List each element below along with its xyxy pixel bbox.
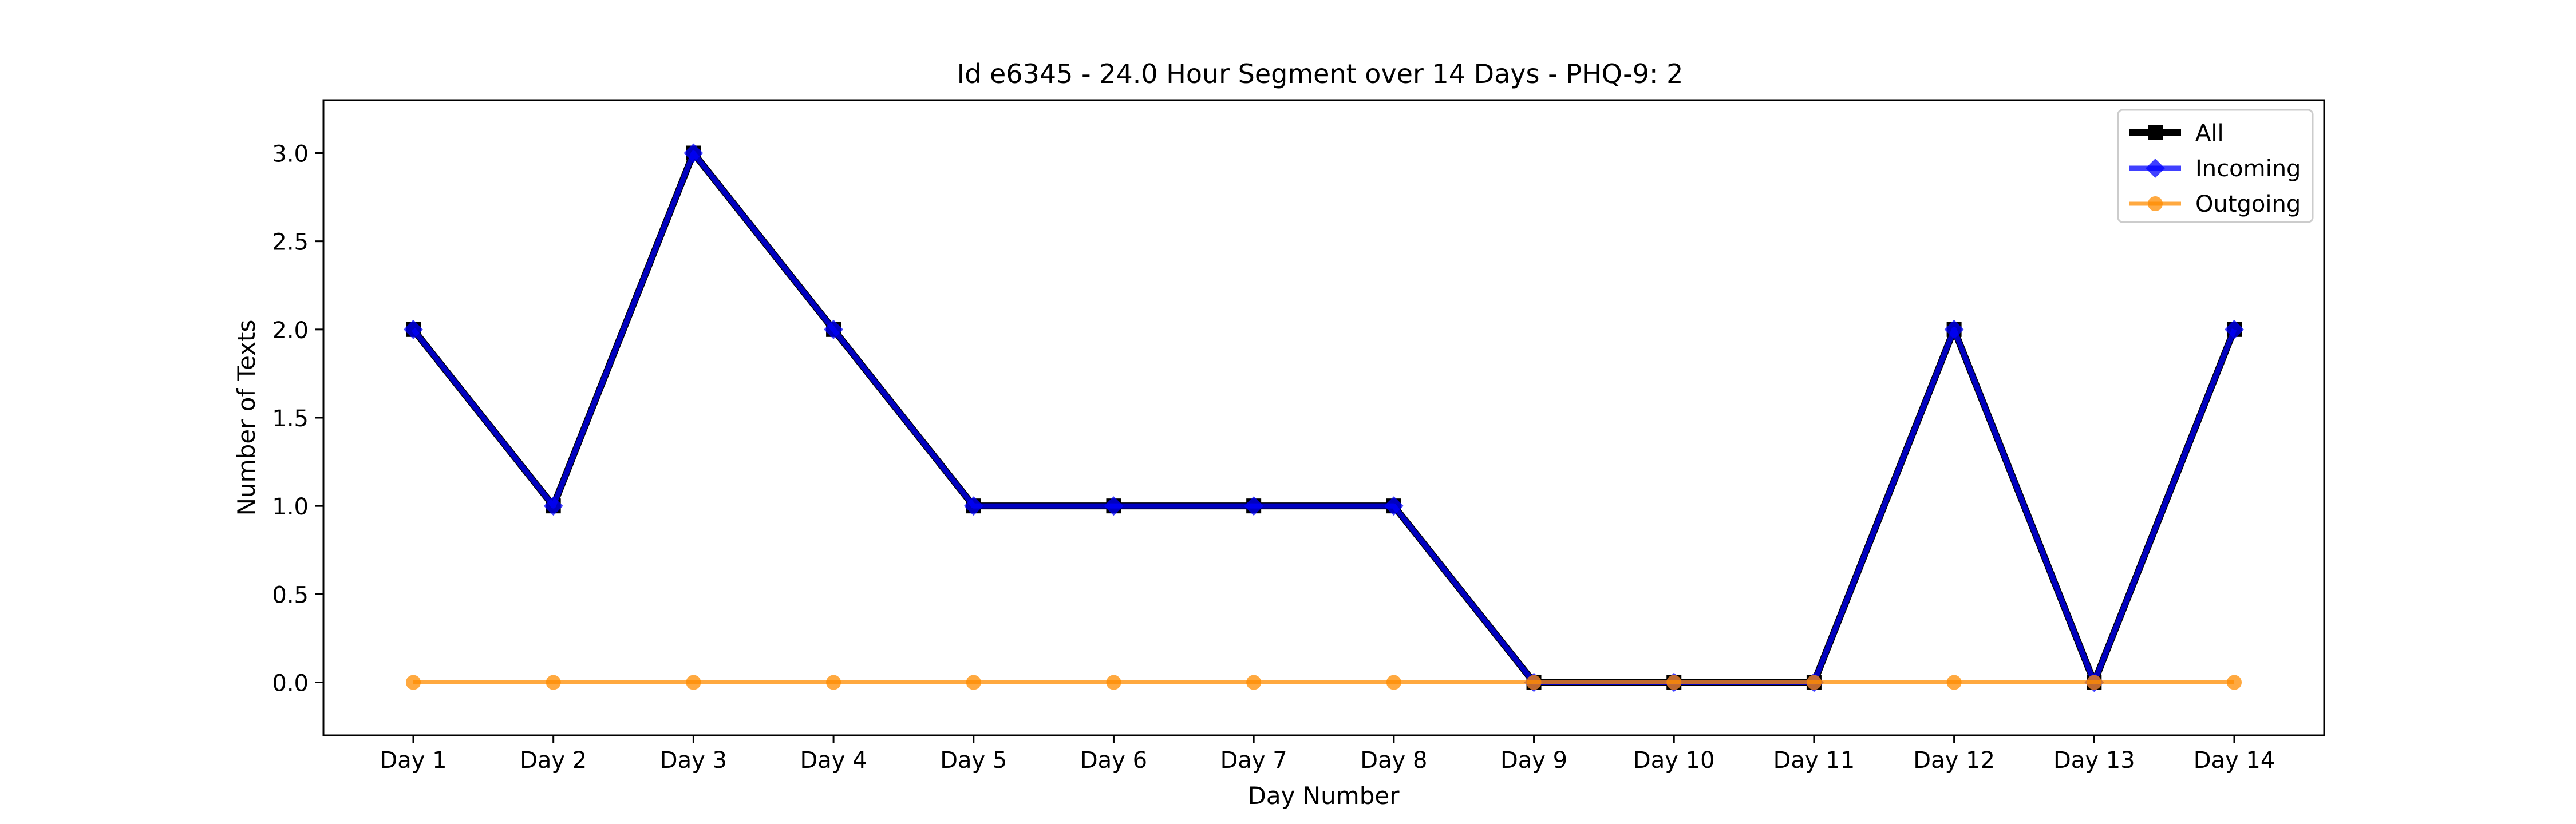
- legend: All Incoming Outgoing: [2117, 109, 2314, 223]
- data-point-incoming: [1384, 496, 1404, 516]
- y-tick-label: 0.5: [272, 582, 309, 608]
- data-point-incoming: [1244, 496, 1264, 516]
- data-point-incoming: [683, 143, 704, 163]
- y-tick-label: 2.0: [272, 318, 309, 344]
- legend-item-incoming: Incoming: [2129, 156, 2301, 182]
- data-point-outgoing: [1806, 675, 1822, 690]
- data-point-outgoing: [406, 675, 421, 690]
- x-axis-label: Day Number: [1247, 782, 1400, 810]
- x-tick-label: Day 9: [1500, 747, 1567, 774]
- series-line-incoming: [411, 150, 2237, 685]
- x-tick-label: Day 2: [520, 747, 587, 774]
- x-tick-label: Day 14: [2194, 747, 2275, 774]
- legend-box: [2117, 109, 2314, 223]
- y-tick-label: 3.0: [272, 141, 309, 168]
- y-tick-label: 1.0: [272, 494, 309, 520]
- x-tick-label: Day 10: [1633, 747, 1715, 774]
- series-all: [406, 145, 2242, 690]
- legend-label: Incoming: [2195, 156, 2301, 182]
- data-point-incoming: [824, 319, 843, 339]
- data-point-incoming: [2225, 319, 2244, 339]
- legend-swatch-marker: [2148, 125, 2163, 140]
- legend-label: All: [2195, 120, 2224, 146]
- plot-area: [322, 99, 2325, 736]
- y-tick-label: 1.5: [272, 406, 309, 432]
- data-point-outgoing: [686, 675, 701, 690]
- x-axis: Day 1 Day 2 Day 3 Day 4 Day 5 Day 6 Day 7 Day 8…: [380, 735, 2275, 774]
- data-point-outgoing: [966, 675, 981, 690]
- data-point-incoming: [963, 496, 983, 516]
- data-point-outgoing: [1106, 675, 1121, 690]
- data-point-outgoing: [1666, 675, 1682, 690]
- series-line-all: [410, 149, 2238, 686]
- legend-swatch-marker: [2148, 196, 2163, 211]
- data-point-outgoing: [1246, 675, 1262, 690]
- x-tick-label: Day 12: [1913, 747, 1995, 774]
- x-tick-label: Day 7: [1220, 747, 1287, 774]
- x-tick-label: Day 11: [1773, 747, 1855, 774]
- data-point-outgoing: [826, 675, 841, 690]
- x-tick-label: Day 13: [2053, 747, 2135, 774]
- x-tick-label: Day 1: [380, 747, 447, 774]
- x-tick-label: Day 6: [1080, 747, 1147, 774]
- y-axis-label: Number of Texts: [232, 320, 260, 516]
- data-point-outgoing: [546, 675, 561, 690]
- series-outgoing: [406, 675, 2242, 690]
- series-incoming: [404, 143, 2244, 692]
- legend-swatch-marker: [2146, 159, 2165, 178]
- legend-label: Outgoing: [2195, 191, 2301, 217]
- data-point-incoming: [404, 319, 423, 339]
- x-tick-label: Day 3: [660, 747, 727, 774]
- y-axis: 0.0 0.5 1.0 1.5 2.0 2.5 3.0: [272, 141, 323, 697]
- series-group: [404, 143, 2244, 692]
- data-point-incoming: [543, 496, 563, 516]
- y-tick-label: 0.0: [272, 671, 309, 697]
- data-point-incoming: [1944, 319, 1964, 339]
- x-tick-label: Day 5: [940, 747, 1007, 774]
- legend-item-all: All: [2129, 120, 2224, 146]
- x-tick-label: Day 4: [800, 747, 867, 774]
- x-tick-label: Day 8: [1360, 747, 1427, 774]
- data-point-outgoing: [1946, 675, 1962, 690]
- data-point-outgoing: [1526, 675, 1542, 690]
- data-point-outgoing: [2087, 675, 2102, 690]
- data-point-incoming: [1104, 496, 1124, 516]
- chart-title: Id e6345 - 24.0 Hour Segment over 14 Day…: [957, 58, 1684, 89]
- data-point-outgoing: [2227, 675, 2242, 690]
- y-tick-label: 2.5: [272, 229, 309, 256]
- legend-item-outgoing: Outgoing: [2129, 191, 2301, 217]
- data-point-outgoing: [1386, 675, 1401, 690]
